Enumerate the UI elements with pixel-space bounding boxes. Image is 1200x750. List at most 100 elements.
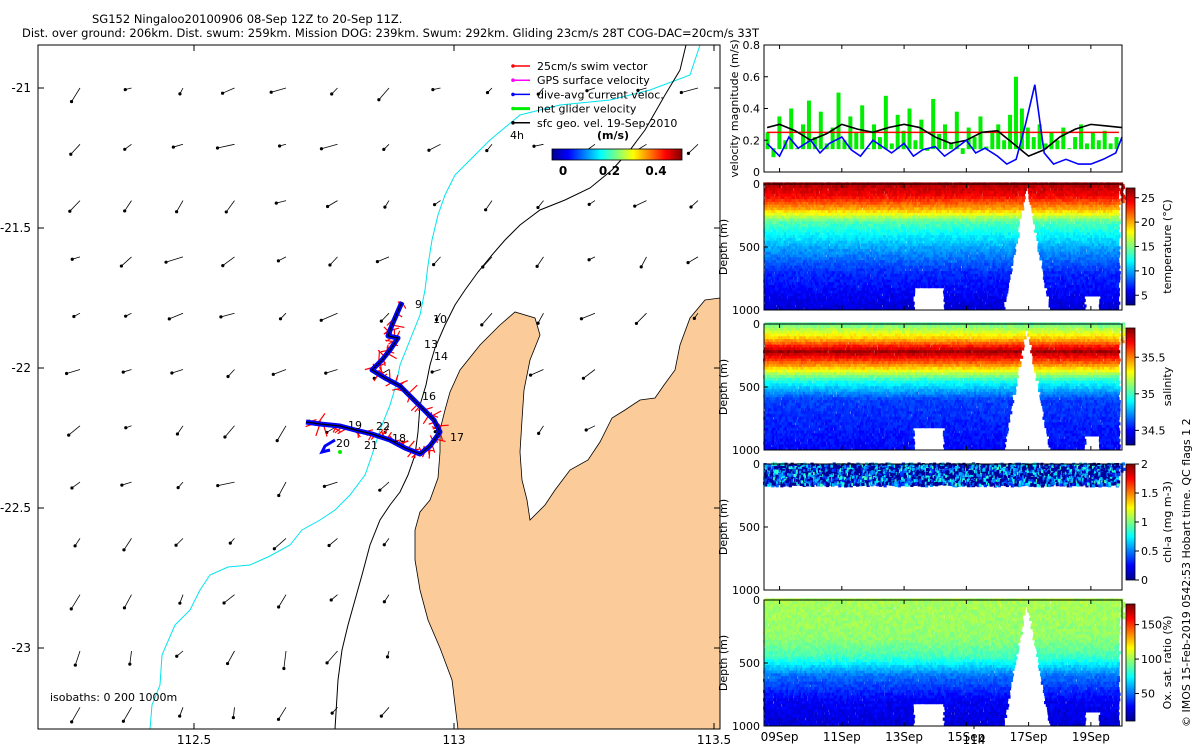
profile-point <box>881 191 884 194</box>
profile-point <box>838 207 841 210</box>
net-velocity-bar <box>872 124 876 149</box>
profile-point <box>902 249 905 252</box>
profile-point <box>813 302 816 305</box>
geo-velocity-head <box>279 317 282 320</box>
net-velocity-bar <box>908 109 912 150</box>
profile-point <box>777 235 780 238</box>
profile-point <box>794 296 797 299</box>
profile-point <box>873 241 876 244</box>
profile-point <box>859 249 862 252</box>
geo-velocity-head <box>376 260 379 263</box>
profile-point <box>929 210 932 213</box>
profile-point <box>790 216 793 219</box>
profile-point <box>818 227 821 230</box>
colorbar-tick-label: 0.4 <box>645 164 666 178</box>
profile-point <box>796 205 799 208</box>
velocity-ytick-label: 0.4 <box>743 103 761 116</box>
geo-velocity-head <box>532 145 535 148</box>
profile-point <box>791 188 794 191</box>
net-velocity-bar <box>1091 132 1095 149</box>
profile-point <box>892 193 895 196</box>
profile-point <box>772 274 775 277</box>
geo-velocity-head <box>330 598 333 601</box>
profile-point <box>912 293 915 296</box>
geo-velocity-head <box>277 718 280 721</box>
profile-point <box>879 293 882 296</box>
profile-point <box>811 304 814 307</box>
geo-velocity-head <box>124 88 127 91</box>
geo-velocity-head <box>123 606 126 609</box>
net-velocity-bar <box>860 105 864 149</box>
net-velocity-bar <box>1026 128 1030 150</box>
profile-point <box>804 271 807 274</box>
profile-point <box>898 230 901 233</box>
profile-point <box>873 302 876 305</box>
profile-point <box>837 249 840 252</box>
profile-point <box>799 232 802 235</box>
isobath-note: isobaths: 0 200 1000m <box>50 691 177 704</box>
profile-point <box>768 279 771 282</box>
profile-point <box>893 249 896 252</box>
profile-point <box>815 188 818 191</box>
profile-point <box>886 188 889 191</box>
profile-point <box>797 221 800 224</box>
profile-point <box>815 224 818 227</box>
profile-point <box>784 254 787 257</box>
profile-point <box>875 246 878 249</box>
profile-point <box>926 224 929 227</box>
geo-velocity-head <box>222 601 225 604</box>
profile-point <box>846 246 849 249</box>
geo-velocity-head <box>433 203 436 206</box>
geo-velocity-head <box>529 374 532 377</box>
profile-point <box>827 224 830 227</box>
profile-point <box>912 302 915 305</box>
geo-velocity-head <box>216 146 219 149</box>
net-velocity-bar <box>919 120 923 150</box>
geo-velocity-head <box>386 655 389 658</box>
profile-point <box>827 238 830 241</box>
profile-point <box>804 279 807 282</box>
profile-point <box>856 285 859 288</box>
day-label: 21 <box>364 439 378 452</box>
profile-point <box>910 266 913 269</box>
profile-point <box>906 266 909 269</box>
profile-point <box>898 304 901 307</box>
profile-point <box>890 188 893 191</box>
profile-point <box>921 254 924 257</box>
profile-point <box>777 188 780 191</box>
profile-point <box>851 302 854 305</box>
profile-point <box>847 260 850 263</box>
net-velocity-bar <box>1109 143 1113 149</box>
geo-velocity-head <box>70 100 73 103</box>
geo-velocity-head <box>378 489 381 492</box>
profile-point <box>769 282 772 285</box>
profile-point <box>850 230 853 233</box>
profile-point <box>808 277 811 280</box>
profile-point <box>876 241 879 244</box>
geo-velocity-head <box>232 716 235 719</box>
profile-point <box>802 199 805 202</box>
profile-point <box>815 252 818 255</box>
profile-point <box>802 243 805 246</box>
profile-point <box>880 185 883 188</box>
profile-point <box>830 202 833 205</box>
profile-point <box>810 210 813 213</box>
geo-velocity-head <box>124 426 127 429</box>
net-velocity-bar <box>819 112 823 150</box>
geo-velocity-head <box>328 544 331 547</box>
profile-point <box>811 185 814 188</box>
profile-point <box>840 205 843 208</box>
geo-velocity-head <box>486 91 489 94</box>
profile-point <box>798 282 801 285</box>
profile-point <box>872 218 875 221</box>
profile-point <box>880 218 883 221</box>
profile-point <box>808 205 811 208</box>
profile-point <box>899 188 902 191</box>
profile-point <box>778 213 781 216</box>
profile-point <box>837 277 840 280</box>
geo-velocity-head <box>687 152 690 155</box>
geo-velocity-head <box>536 265 539 268</box>
profile-point <box>803 193 806 196</box>
profile-point <box>900 246 903 249</box>
